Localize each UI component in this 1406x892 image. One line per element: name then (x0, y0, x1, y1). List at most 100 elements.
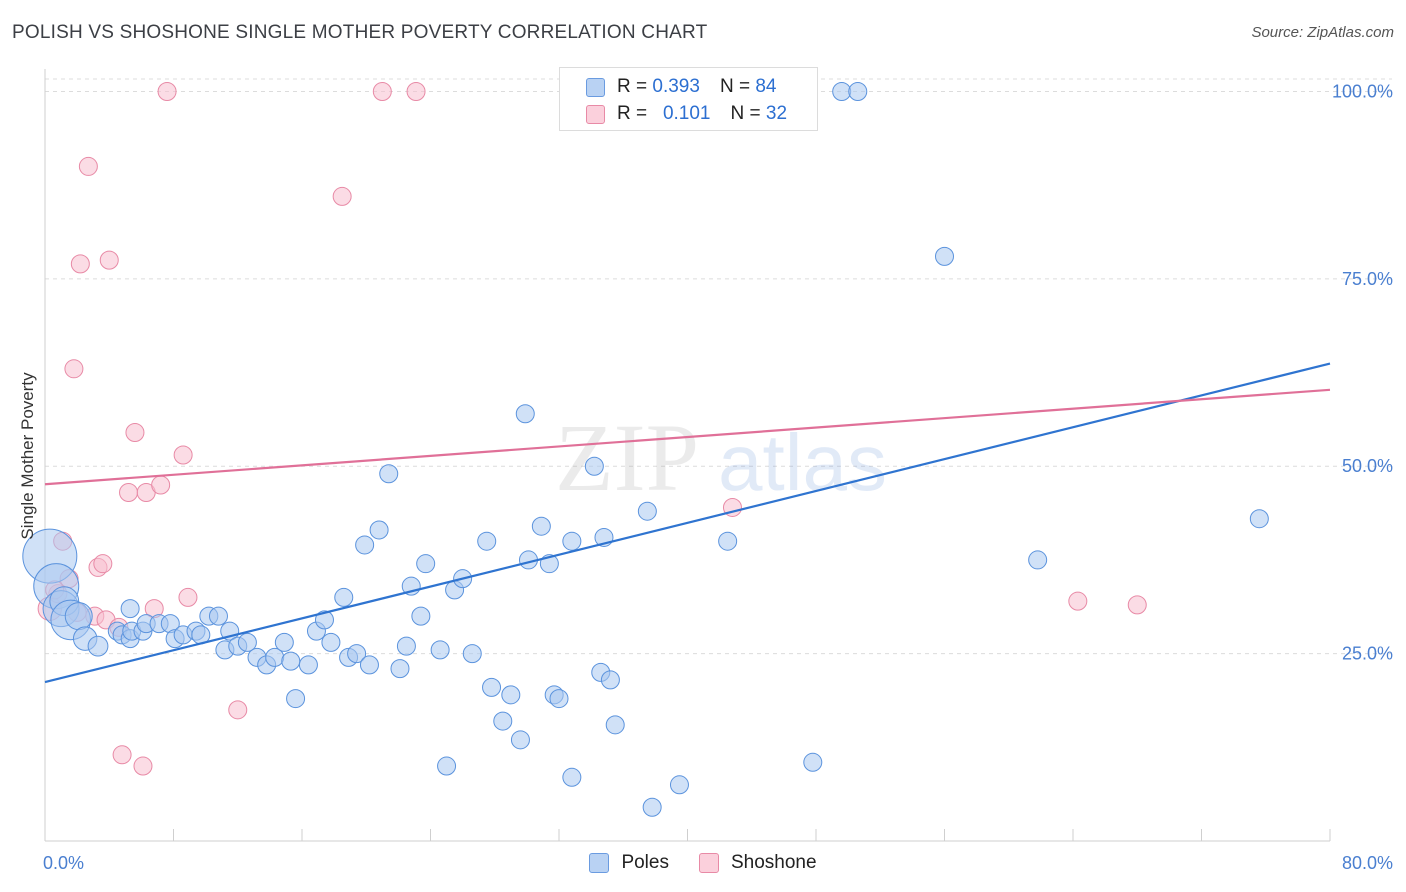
series-legend: Poles Shoshone (0, 852, 1406, 874)
poles-legend-label: Poles (621, 852, 669, 873)
shoshone-point (125, 423, 145, 443)
gridlines (45, 78, 1392, 655)
legend-n-label: N = (719, 76, 751, 97)
poles-point (562, 531, 582, 551)
shoshone-point (157, 81, 177, 101)
poles-point (334, 587, 354, 607)
x-tick-label: 80.0% (1342, 853, 1393, 873)
shoshone-point (119, 482, 139, 502)
poles-point (430, 640, 450, 660)
poles-point (120, 599, 140, 619)
poles-point (359, 655, 379, 675)
poles-point (286, 689, 306, 709)
poles-point (416, 554, 436, 574)
poles-point (390, 659, 410, 679)
poles-point (274, 632, 294, 652)
shoshone-point (151, 475, 171, 495)
watermark: ZIP atlas (555, 404, 887, 511)
poles-point (501, 685, 521, 705)
shoshone-point (133, 756, 153, 776)
shoshone-point (372, 81, 392, 101)
legend-row-shoshone: R = 0.101 N = 32 (586, 102, 787, 126)
poles-point (355, 535, 375, 555)
shoshone-n-value: 32 (765, 103, 788, 124)
poles-point (935, 246, 954, 266)
legend-item-shoshone: Shoshone (698, 852, 817, 874)
correlation-legend: R = 0.393 N = 84 R = 0.101 N = 32 (559, 67, 818, 131)
poles-point (281, 651, 301, 671)
tick-labels: 25.0% 50.0% 75.0% 100.0% 0.0% 80.0% (43, 81, 1393, 873)
poles-point (803, 752, 823, 772)
poles-point (347, 644, 367, 664)
shoshone-r-value: 0.101 (662, 103, 711, 124)
shoshone-point (178, 587, 198, 607)
poles-point (1249, 509, 1269, 529)
y-tick-label: 50.0% (1342, 456, 1393, 476)
shoshone-point (112, 745, 132, 765)
legend-r-label: R = (617, 76, 648, 97)
shoshone-point (78, 156, 98, 176)
legend-n-label: N = (730, 103, 761, 124)
poles-point (477, 531, 497, 551)
legend-r-label: R = (617, 103, 648, 124)
poles-point (321, 632, 341, 652)
poles-point (411, 606, 431, 626)
poles-point (482, 677, 502, 697)
poles-point (493, 711, 513, 731)
shoshone-point (1068, 591, 1088, 611)
poles-point (437, 756, 457, 776)
watermark-zip: ZIP (555, 404, 699, 511)
shoshone-point (64, 359, 84, 379)
poles-point (832, 81, 852, 101)
shoshone-point (1127, 595, 1147, 615)
poles-point (208, 606, 228, 626)
poles-point (396, 636, 416, 656)
legend-item-poles: Poles (589, 852, 669, 874)
legend-row-poles: R = 0.393 N = 84 (586, 75, 776, 99)
poles-point (515, 404, 535, 424)
poles-point (637, 501, 657, 521)
source-credit: Source: ZipAtlas.com (1251, 24, 1394, 41)
y-tick-label: 100.0% (1332, 81, 1393, 101)
shoshone-legend-swatch (698, 853, 719, 873)
poles-point (642, 797, 662, 817)
axes (44, 69, 1331, 842)
poles-point (298, 655, 318, 675)
x-tick-label: 0.0% (43, 853, 84, 873)
shoshone-point (228, 700, 248, 720)
shoshone-point (332, 186, 352, 206)
poles-point (379, 464, 399, 484)
poles-point (848, 81, 868, 101)
shoshone-point (406, 81, 426, 101)
poles-point (462, 644, 482, 664)
trendlines (44, 362, 1331, 684)
shoshone-swatch (586, 104, 605, 124)
shoshone-point (173, 445, 193, 465)
poles-point (531, 516, 551, 536)
y-tick-label: 75.0% (1342, 269, 1393, 289)
poles-point (237, 632, 257, 652)
poles-n-value: 84 (755, 76, 777, 97)
poles-point (1028, 550, 1048, 570)
poles-swatch (586, 77, 605, 97)
poles-point (600, 670, 620, 690)
poles-point (549, 689, 569, 709)
shoshone-legend-label: Shoshone (730, 852, 817, 873)
y-axis-label: Single Mother Poverty (18, 372, 37, 540)
poles-point (605, 715, 625, 735)
poles-legend-swatch (589, 853, 610, 873)
poles-point (314, 610, 334, 630)
chart-title: POLISH VS SHOSHONE SINGLE MOTHER POVERTY… (12, 22, 708, 43)
poles-points (22, 81, 1269, 817)
poles-r-value: 0.393 (652, 76, 700, 97)
poles-point (718, 531, 738, 551)
shoshone-point (99, 250, 119, 270)
shoshone-point (93, 554, 113, 574)
poles-trendline (44, 362, 1331, 684)
poles-point (584, 456, 604, 476)
y-tick-label: 25.0% (1342, 644, 1393, 664)
poles-point (669, 775, 689, 795)
poles-point (64, 602, 93, 631)
shoshone-point (70, 254, 90, 274)
